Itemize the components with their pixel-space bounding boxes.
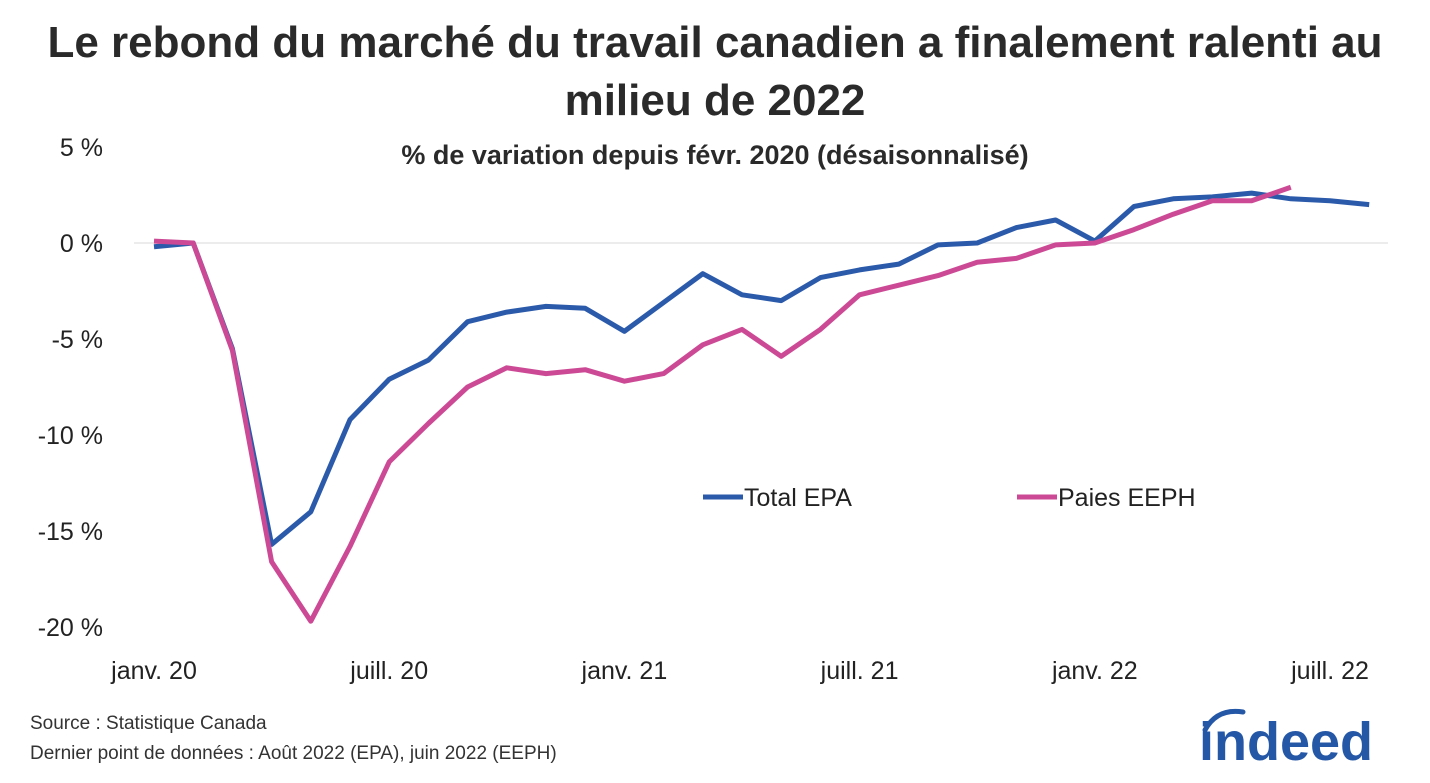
y-tick-label: -20 % [38, 614, 103, 642]
indeed-logo: indeed [1199, 708, 1373, 770]
series-line-total-epa [153, 190, 1370, 547]
chart-subtitle: % de variation depuis févr. 2020 (désais… [401, 140, 1029, 170]
y-tick-label: -15 % [38, 518, 103, 546]
indeed-logo-arc [1202, 708, 1246, 733]
x-tick-label: janv. 22 [1051, 657, 1138, 685]
legend-label: Paies EEPH [1058, 484, 1196, 512]
x-tick-label: juill. 21 [820, 657, 899, 685]
y-tick-label: -5 % [52, 326, 103, 354]
y-tick-label: -10 % [38, 422, 103, 450]
y-tick-label: 0 % [60, 230, 103, 258]
y-tick-label: 5 % [60, 134, 103, 162]
x-tick-label: juill. 20 [349, 657, 428, 685]
x-tick-label: janv. 21 [581, 657, 668, 685]
chart-title: Le rebond du marché du travail canadien … [47, 18, 1383, 125]
legend-label: Total EPA [744, 484, 852, 512]
x-tick-label: janv. 20 [110, 657, 197, 685]
source-note: Source : Statistique Canada [30, 713, 267, 734]
x-tick-label: juill. 22 [1290, 657, 1369, 685]
last-data-note: Dernier point de données : Août 2022 (EP… [30, 743, 557, 764]
indeed-logo-text: indeed [1199, 712, 1373, 770]
series-line-paies-eeph [153, 184, 1292, 624]
